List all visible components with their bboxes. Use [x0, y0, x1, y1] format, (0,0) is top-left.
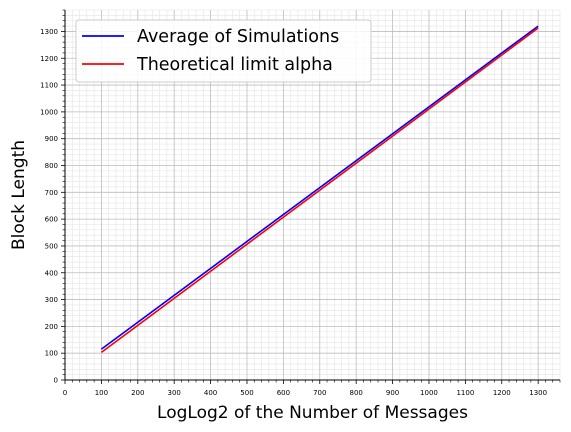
x-tick-label: 100 — [95, 389, 108, 397]
y-tick-label: 500 — [45, 242, 58, 250]
y-tick-label: 700 — [45, 189, 58, 197]
legend-box — [75, 19, 372, 83]
x-tick-label: 1300 — [529, 389, 547, 397]
ticks: 0 100 200 300 400 500 600 700 800 900 1000 1100 1200… — [40, 9, 561, 397]
x-tick-label: 300 — [168, 389, 181, 397]
y-tick-label: 1100 — [40, 82, 58, 90]
x-tick-label: 200 — [131, 389, 144, 397]
series-lines — [100, 25, 539, 354]
x-tick-label: 1200 — [493, 389, 511, 397]
x-tick-label: 1000 — [420, 389, 438, 397]
series-line-theoretical — [100, 27, 539, 354]
x-tick-label: 600 — [277, 389, 290, 397]
y-axis-label: Block Length — [9, 140, 29, 250]
y-tick-label: 1300 — [40, 28, 58, 36]
legend-label-theoretical: Theoretical limit alpha — [136, 55, 333, 75]
y-tick-label: 1200 — [40, 55, 58, 63]
y-tick-label: 100 — [45, 350, 58, 358]
legend: Average of Simulations Theoretical limit… — [75, 19, 372, 83]
x-tick-label: 0 — [63, 389, 67, 397]
legend-label-average: Average of Simulations — [137, 27, 339, 47]
x-tick-label: 700 — [313, 389, 326, 397]
y-tick-label: 900 — [45, 135, 58, 143]
y-tick-label: 1000 — [40, 108, 58, 116]
x-tick-label: 1100 — [456, 389, 474, 397]
y-tick-label: 0 — [54, 377, 58, 385]
y-tick-label: 800 — [45, 162, 58, 170]
y-tick-label: 200 — [45, 323, 58, 331]
x-axis-label: LogLog2 of the Number of Messages — [157, 403, 468, 423]
y-tick-label: 300 — [45, 296, 58, 304]
x-tick-label: 400 — [204, 389, 217, 397]
y-tick-label: 600 — [45, 216, 58, 224]
x-tick-label: 800 — [349, 389, 362, 397]
series-line-average — [100, 25, 539, 350]
y-tick-label: 400 — [45, 269, 58, 277]
x-tick-label: 900 — [386, 389, 399, 397]
x-tick-label: 500 — [240, 389, 253, 397]
